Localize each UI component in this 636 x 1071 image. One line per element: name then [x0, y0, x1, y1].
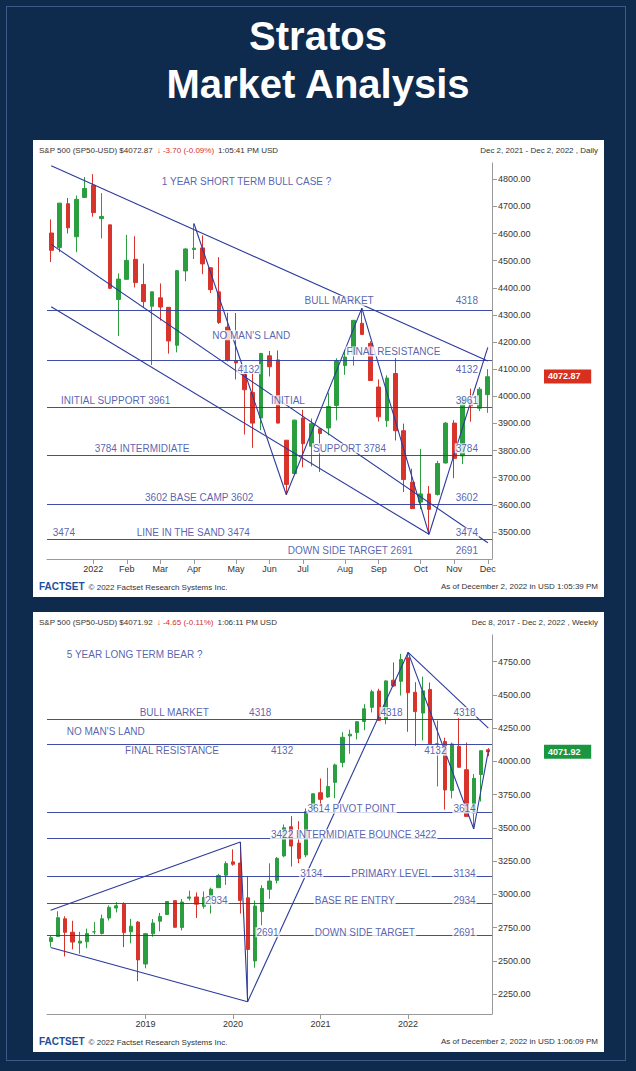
- svg-text:4318: 4318: [249, 707, 272, 718]
- svg-text:3500.00: 3500.00: [498, 527, 531, 537]
- svg-text:3600.00: 3600.00: [498, 500, 531, 510]
- svg-text:Dec: Dec: [480, 564, 497, 574]
- svg-text:4132: 4132: [237, 364, 260, 375]
- svg-text:3474: 3474: [53, 527, 76, 538]
- svg-text:3961: 3961: [456, 395, 479, 406]
- svg-text:Apr: Apr: [187, 564, 201, 574]
- svg-text:BULL MARKET: BULL MARKET: [305, 295, 374, 306]
- svg-text:4100.00: 4100.00: [498, 364, 531, 374]
- svg-text:3250.00: 3250.00: [498, 856, 531, 866]
- svg-text:FINAL RESISTANCE: FINAL RESISTANCE: [347, 346, 441, 357]
- svg-text:3000.00: 3000.00: [498, 889, 531, 899]
- svg-text:4400.00: 4400.00: [498, 283, 531, 293]
- svg-text:Jun: Jun: [262, 564, 277, 574]
- html-text:FACTSET © 2022 Factset Researc: FACTSET © 2022 Factset Research Systems …: [39, 580, 228, 592]
- svg-text:Nov: Nov: [446, 564, 463, 574]
- svg-text:3614 PIVOT POINT: 3614 PIVOT POINT: [307, 803, 395, 814]
- svg-text:3700.00: 3700.00: [498, 473, 531, 483]
- svg-text:BASE RE ENTRY: BASE RE ENTRY: [315, 895, 395, 906]
- svg-text:2019: 2019: [135, 1019, 155, 1029]
- svg-text:4800.00: 4800.00: [498, 174, 531, 184]
- svg-text:3500.00: 3500.00: [498, 823, 531, 833]
- svg-text:NO MAN'S LAND: NO MAN'S LAND: [212, 330, 290, 341]
- svg-text:FINAL RESISTANCE: FINAL RESISTANCE: [125, 745, 219, 756]
- svg-text:3784: 3784: [456, 443, 479, 454]
- svg-text:NO MAN'S LAND: NO MAN'S LAND: [67, 726, 145, 737]
- svg-text:BULL MARKET: BULL MARKET: [140, 707, 209, 718]
- html-text:As of December 2, 2022 in USD: As of December 2, 2022 in USD 1:06:09 PM: [441, 1036, 598, 1046]
- svg-text:2022: 2022: [83, 564, 103, 574]
- svg-text:4132: 4132: [271, 745, 294, 756]
- html-text:As of December 2, 2022 in USD: As of December 2, 2022 in USD 1:05:39 PM: [441, 581, 598, 591]
- svg-text:LINE IN THE SAND 3474: LINE IN THE SAND 3474: [137, 527, 251, 538]
- svg-text:3614: 3614: [453, 803, 476, 814]
- svg-text:4318: 4318: [456, 295, 479, 306]
- svg-text:DOWN SIDE TARGET 2691: DOWN SIDE TARGET 2691: [288, 545, 413, 556]
- svg-text:2691: 2691: [453, 927, 476, 938]
- svg-text:3750.00: 3750.00: [498, 790, 531, 800]
- html-text:Dec 2, 2021 - Dec 2, 2022 , Da: Dec 2, 2021 - Dec 2, 2022 , Daily: [480, 146, 598, 155]
- svg-text:Mar: Mar: [153, 564, 169, 574]
- svg-text:4318: 4318: [453, 707, 476, 718]
- html-text:Dec 8, 2017 - Dec 2, 2022 , We: Dec 8, 2017 - Dec 2, 2022 , Weekly: [471, 618, 598, 627]
- svg-text:4132: 4132: [456, 364, 479, 375]
- svg-text:May: May: [227, 564, 245, 574]
- svg-text:Oct: Oct: [414, 564, 429, 574]
- svg-text:3602 BASE CAMP 3602: 3602 BASE CAMP 3602: [145, 492, 254, 503]
- svg-text:4200.00: 4200.00: [498, 337, 531, 347]
- svg-text:3134: 3134: [453, 868, 476, 879]
- svg-text:3800.00: 3800.00: [498, 446, 531, 456]
- svg-text:Sep: Sep: [371, 564, 387, 574]
- svg-text:4500.00: 4500.00: [498, 690, 531, 700]
- html-text:Market Analysis: Market Analysis: [166, 62, 470, 106]
- svg-text:3900.00: 3900.00: [498, 418, 531, 428]
- svg-text:2934: 2934: [453, 895, 476, 906]
- svg-text:2021: 2021: [311, 1019, 331, 1029]
- svg-text:4071.92: 4071.92: [548, 747, 581, 757]
- svg-text:PRIMARY LEVEL: PRIMARY LEVEL: [351, 868, 431, 879]
- svg-text:SUPPORT 3784: SUPPORT 3784: [313, 443, 386, 454]
- svg-text:Jul: Jul: [297, 564, 309, 574]
- svg-text:1 YEAR SHORT TERM BULL CASE ?: 1 YEAR SHORT TERM BULL CASE ?: [162, 176, 332, 187]
- html-text:S&P 500 (SP50-USD) $4072.87 ↓: S&P 500 (SP50-USD) $4072.87 ↓ -3.70 (-0.…: [39, 146, 279, 155]
- svg-text:3784 INTERMIDIATE: 3784 INTERMIDIATE: [95, 443, 190, 454]
- svg-text:Feb: Feb: [119, 564, 135, 574]
- svg-text:INITIAL SUPPORT 3961: INITIAL SUPPORT 3961: [61, 395, 171, 406]
- svg-text:DOWN SIDE TARGET: DOWN SIDE TARGET: [315, 927, 415, 938]
- svg-text:INITIAL: INITIAL: [271, 395, 305, 406]
- svg-text:4318: 4318: [380, 707, 403, 718]
- html-text:S&P 500 (SP50-USD) $4071.92 ↓: S&P 500 (SP50-USD) $4071.92 ↓ -4.65 (-0.…: [39, 618, 277, 627]
- svg-text:4132: 4132: [424, 745, 447, 756]
- html-text:Stratos: Stratos: [249, 14, 387, 58]
- svg-text:2691: 2691: [256, 927, 279, 938]
- svg-text:2691: 2691: [456, 545, 479, 556]
- svg-text:4000.00: 4000.00: [498, 391, 531, 401]
- svg-text:3602: 3602: [456, 492, 479, 503]
- svg-text:3474: 3474: [456, 527, 479, 538]
- svg-text:4300.00: 4300.00: [498, 310, 531, 320]
- svg-text:4700.00: 4700.00: [498, 201, 531, 211]
- svg-text:2934: 2934: [205, 895, 228, 906]
- svg-text:3134: 3134: [300, 868, 323, 879]
- svg-text:2020: 2020: [223, 1019, 243, 1029]
- html-text:FACTSET © 2022 Factset Researc: FACTSET © 2022 Factset Research Systems …: [39, 1035, 228, 1047]
- svg-text:2500.00: 2500.00: [498, 956, 531, 966]
- svg-text:4250.00: 4250.00: [498, 723, 531, 733]
- svg-text:5 YEAR LONG TERM BEAR ?: 5 YEAR LONG TERM BEAR ?: [67, 649, 203, 660]
- svg-text:2250.00: 2250.00: [498, 989, 531, 999]
- svg-text:3422 INTERMIDIATE BOUNCE 3422: 3422 INTERMIDIATE BOUNCE 3422: [271, 829, 437, 840]
- svg-text:2022: 2022: [398, 1019, 418, 1029]
- svg-text:Aug: Aug: [337, 564, 353, 574]
- svg-text:4000.00: 4000.00: [498, 756, 531, 766]
- svg-text:4072.87: 4072.87: [548, 371, 581, 381]
- svg-text:4500.00: 4500.00: [498, 256, 531, 266]
- svg-text:2750.00: 2750.00: [498, 923, 531, 933]
- svg-text:4600.00: 4600.00: [498, 229, 531, 239]
- svg-text:4750.00: 4750.00: [498, 657, 531, 667]
